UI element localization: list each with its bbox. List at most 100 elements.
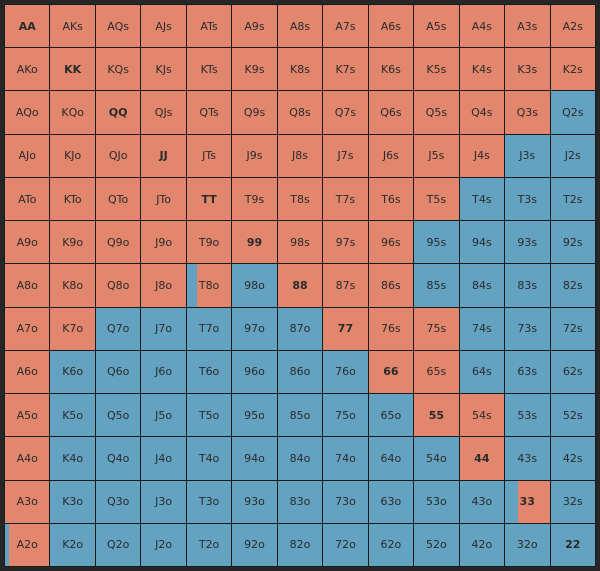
hand-cell-j2o[interactable]: J2o <box>141 523 186 566</box>
hand-cell-t5s[interactable]: T5s <box>414 177 459 221</box>
hand-cell-j2s[interactable]: J2s <box>550 134 595 177</box>
hand-cell-98s[interactable]: 98s <box>277 221 323 264</box>
hand-cell-k2o[interactable]: K2o <box>50 523 95 566</box>
hand-cell-43s[interactable]: 43s <box>505 437 550 480</box>
hand-cell-63s[interactable]: 63s <box>505 350 550 394</box>
hand-cell-j6o[interactable]: J6o <box>141 350 186 394</box>
hand-cell-t2o[interactable]: T2o <box>186 523 232 566</box>
hand-cell-t2s[interactable]: T2s <box>550 177 595 221</box>
hand-cell-j5s[interactable]: J5s <box>414 134 459 177</box>
hand-cell-q2o[interactable]: Q2o <box>95 523 141 566</box>
hand-cell-82s[interactable]: 82s <box>550 264 595 307</box>
hand-cell-k9o[interactable]: K9o <box>50 221 95 264</box>
hand-cell-a9s[interactable]: A9s <box>232 5 277 48</box>
hand-cell-a7o[interactable]: A7o <box>5 307 50 350</box>
hand-cell-94s[interactable]: 94s <box>459 221 505 264</box>
hand-cell-jts[interactable]: JTs <box>186 134 232 177</box>
hand-cell-93s[interactable]: 93s <box>505 221 550 264</box>
hand-cell-j4s[interactable]: J4s <box>459 134 505 177</box>
hand-cell-98o[interactable]: 98o <box>232 264 277 307</box>
hand-cell-t4o[interactable]: T4o <box>186 437 232 480</box>
hand-cell-97o[interactable]: 97o <box>232 307 277 350</box>
hand-cell-63o[interactable]: 63o <box>368 480 414 523</box>
hand-cell-92s[interactable]: 92s <box>550 221 595 264</box>
hand-cell-52s[interactable]: 52s <box>550 394 595 437</box>
hand-cell-j7s[interactable]: J7s <box>323 134 368 177</box>
hand-cell-43o[interactable]: 43o <box>459 480 505 523</box>
hand-cell-22[interactable]: 22 <box>550 523 595 566</box>
hand-cell-75s[interactable]: 75s <box>414 307 459 350</box>
hand-cell-k4s[interactable]: K4s <box>459 48 505 91</box>
hand-cell-aqs[interactable]: AQs <box>95 5 141 48</box>
hand-cell-72o[interactable]: 72o <box>323 523 368 566</box>
hand-cell-j5o[interactable]: J5o <box>141 394 186 437</box>
hand-cell-95s[interactable]: 95s <box>414 221 459 264</box>
hand-cell-62o[interactable]: 62o <box>368 523 414 566</box>
hand-cell-j4o[interactable]: J4o <box>141 437 186 480</box>
hand-cell-k4o[interactable]: K4o <box>50 437 95 480</box>
hand-cell-qts[interactable]: QTs <box>186 91 232 134</box>
hand-cell-aa[interactable]: AA <box>5 5 50 48</box>
hand-cell-t8o[interactable]: T8o <box>186 264 232 307</box>
hand-cell-a2o[interactable]: A2o <box>5 523 50 566</box>
hand-cell-ats[interactable]: ATs <box>186 5 232 48</box>
hand-cell-83s[interactable]: 83s <box>505 264 550 307</box>
hand-cell-ajs[interactable]: AJs <box>141 5 186 48</box>
hand-cell-k8s[interactable]: K8s <box>277 48 323 91</box>
hand-cell-t7o[interactable]: T7o <box>186 307 232 350</box>
hand-cell-a6o[interactable]: A6o <box>5 350 50 394</box>
hand-cell-a4o[interactable]: A4o <box>5 437 50 480</box>
hand-cell-t8s[interactable]: T8s <box>277 177 323 221</box>
hand-cell-q5o[interactable]: Q5o <box>95 394 141 437</box>
hand-cell-76o[interactable]: 76o <box>323 350 368 394</box>
hand-cell-87o[interactable]: 87o <box>277 307 323 350</box>
hand-cell-t6o[interactable]: T6o <box>186 350 232 394</box>
hand-cell-66[interactable]: 66 <box>368 350 414 394</box>
hand-cell-q3o[interactable]: Q3o <box>95 480 141 523</box>
hand-cell-84o[interactable]: 84o <box>277 437 323 480</box>
hand-cell-t6s[interactable]: T6s <box>368 177 414 221</box>
hand-cell-a5s[interactable]: A5s <box>414 5 459 48</box>
hand-cell-a8o[interactable]: A8o <box>5 264 50 307</box>
hand-cell-kqs[interactable]: KQs <box>95 48 141 91</box>
hand-cell-a7s[interactable]: A7s <box>323 5 368 48</box>
hand-cell-82o[interactable]: 82o <box>277 523 323 566</box>
hand-cell-k2s[interactable]: K2s <box>550 48 595 91</box>
hand-cell-65o[interactable]: 65o <box>368 394 414 437</box>
hand-cell-qjo[interactable]: QJo <box>95 134 141 177</box>
hand-cell-a6s[interactable]: A6s <box>368 5 414 48</box>
hand-cell-k6o[interactable]: K6o <box>50 350 95 394</box>
hand-cell-72s[interactable]: 72s <box>550 307 595 350</box>
hand-cell-t9o[interactable]: T9o <box>186 221 232 264</box>
hand-cell-a2s[interactable]: A2s <box>550 5 595 48</box>
hand-cell-ajo[interactable]: AJo <box>5 134 50 177</box>
hand-cell-t4s[interactable]: T4s <box>459 177 505 221</box>
hand-cell-74o[interactable]: 74o <box>323 437 368 480</box>
hand-cell-62s[interactable]: 62s <box>550 350 595 394</box>
hand-cell-84s[interactable]: 84s <box>459 264 505 307</box>
hand-cell-32s[interactable]: 32s <box>550 480 595 523</box>
hand-cell-86o[interactable]: 86o <box>277 350 323 394</box>
hand-cell-q8s[interactable]: Q8s <box>277 91 323 134</box>
hand-cell-tt[interactable]: TT <box>186 177 232 221</box>
hand-cell-k8o[interactable]: K8o <box>50 264 95 307</box>
hand-cell-99[interactable]: 99 <box>232 221 277 264</box>
hand-cell-a3o[interactable]: A3o <box>5 480 50 523</box>
hand-cell-kts[interactable]: KTs <box>186 48 232 91</box>
hand-cell-77[interactable]: 77 <box>323 307 368 350</box>
hand-cell-42o[interactable]: 42o <box>459 523 505 566</box>
hand-cell-q6o[interactable]: Q6o <box>95 350 141 394</box>
hand-cell-q9s[interactable]: Q9s <box>232 91 277 134</box>
hand-cell-j8s[interactable]: J8s <box>277 134 323 177</box>
hand-cell-kjs[interactable]: KJs <box>141 48 186 91</box>
hand-cell-aqo[interactable]: AQo <box>5 91 50 134</box>
hand-cell-j9s[interactable]: J9s <box>232 134 277 177</box>
hand-cell-j3o[interactable]: J3o <box>141 480 186 523</box>
hand-cell-ako[interactable]: AKo <box>5 48 50 91</box>
hand-cell-76s[interactable]: 76s <box>368 307 414 350</box>
hand-cell-q8o[interactable]: Q8o <box>95 264 141 307</box>
hand-cell-93o[interactable]: 93o <box>232 480 277 523</box>
hand-cell-86s[interactable]: 86s <box>368 264 414 307</box>
hand-cell-kjo[interactable]: KJo <box>50 134 95 177</box>
hand-cell-33[interactable]: 33 <box>505 480 550 523</box>
